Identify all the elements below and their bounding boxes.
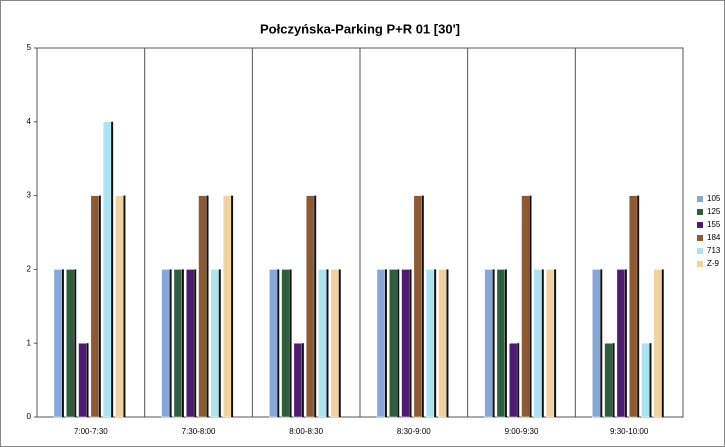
legend-swatch [697,235,703,241]
y-tick-label: 1 [27,338,32,347]
bar-shadow [277,269,280,417]
bar [641,342,650,418]
chart-title: Połczyńska-Parking P+R 01 [30'] [260,21,460,36]
bar-shadow [289,269,292,417]
y-tick-label: 4 [27,117,32,126]
bar-shadow [492,269,495,417]
bar [115,195,124,418]
bar-shadow [504,269,507,417]
y-tick-label: 5 [27,43,32,52]
bar-shadow [314,195,317,417]
bar [161,269,170,418]
bar [438,269,447,418]
bar-shadow [111,121,114,418]
bar [401,269,410,418]
bar-shadow [301,343,304,417]
legend-swatch [697,248,703,254]
bar [533,269,543,418]
bar-shadow [181,269,184,417]
bar-shadow [231,195,234,417]
bar [102,121,112,418]
bar-shadow [624,269,627,417]
bar [496,269,506,418]
bar-shadow [434,269,437,417]
bar [210,269,220,418]
bar-shadow [123,195,126,417]
bar-shadow [169,269,172,417]
bar-shadow [421,195,424,417]
bar-shadow [637,195,640,417]
bar [305,195,315,418]
bar-shadow [529,195,532,417]
bar [484,269,493,418]
bar [65,269,75,418]
legend-label: 155 [707,220,721,229]
bar-shadow [86,343,89,417]
bar-shadow [554,269,557,417]
bar-shadow [541,269,544,417]
bar-shadow [409,269,412,417]
bar-shadow [194,269,197,417]
bar [281,269,290,418]
bar-shadow [338,269,341,417]
legend-swatch [697,196,703,202]
bar-shadow [612,343,615,417]
bar-shadow [384,269,387,417]
bar-shadow [98,195,101,417]
bar [53,269,63,418]
bar [90,195,100,418]
bar-shadow [661,269,664,417]
legend-swatch [697,222,703,228]
bar [78,342,87,418]
bar-shadow [74,269,77,417]
bar-shadow [600,269,603,417]
bar [388,269,398,418]
bar [222,195,232,418]
bar-shadow [206,195,209,417]
legend-label: 105 [707,194,721,203]
bar [628,195,638,418]
bar [293,342,303,418]
legend-label: 125 [707,207,721,216]
x-tick-label: 8:30-9:00 [397,427,431,436]
bar-shadow [517,343,520,417]
bar [413,195,423,418]
bar-shadow [446,269,449,417]
bar [173,269,183,418]
y-tick-label: 0 [27,412,32,421]
x-tick-label: 9:00-9:30 [505,427,539,436]
bar-shadow [649,343,652,417]
bar [545,269,555,418]
bar [376,269,386,418]
bar [425,269,435,418]
bar-shadow [326,269,329,417]
legend-swatch [697,209,703,215]
bar [198,195,207,418]
legend-label: 713 [707,246,721,255]
bar [318,269,327,418]
bar [330,269,340,418]
x-tick-label: 7:30-8:00 [182,427,216,436]
bar [185,269,195,418]
bar [616,269,626,418]
bar [521,195,530,418]
legend-label: 184 [707,233,721,242]
bar-shadow [218,269,221,417]
x-tick-label: 8:00-8:30 [289,427,323,436]
bar-shadow [397,269,400,417]
bar [604,342,613,418]
y-tick-label: 3 [27,191,32,200]
y-tick-label: 2 [27,265,32,274]
bar [508,342,518,418]
legend-label: Z-9 [707,259,720,268]
bar [592,269,601,418]
bar [653,269,663,418]
legend-swatch [697,261,703,267]
x-tick-label: 9:30-10:00 [610,427,649,436]
x-tick-label: 7:00-7:30 [74,427,108,436]
bar [269,269,278,418]
bar-shadow [61,269,64,417]
